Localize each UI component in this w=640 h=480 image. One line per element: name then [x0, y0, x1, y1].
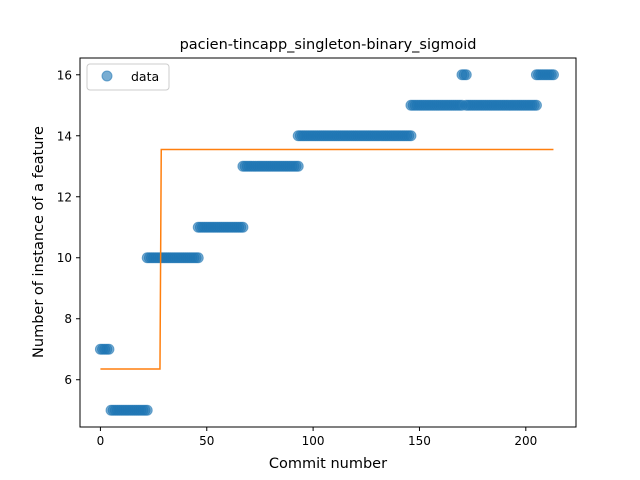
y-axis-label: Number of instance of a feature: [31, 126, 47, 358]
x-tick-label: 100: [302, 434, 325, 448]
legend: data: [86, 63, 170, 91]
y-axis: 6 8 10 12 14 16: [57, 68, 80, 387]
scatter-point: [103, 343, 115, 355]
legend-marker-data: [101, 70, 113, 82]
x-axis: 0 50 100 150 200: [97, 427, 537, 448]
scatter-point: [530, 99, 542, 111]
scatter-point: [292, 160, 304, 172]
scatter-point: [460, 69, 472, 81]
y-tick-label: 16: [57, 68, 72, 82]
x-tick-label: 0: [97, 434, 105, 448]
y-tick-label: 14: [57, 129, 72, 143]
x-tick-label: 150: [408, 434, 431, 448]
y-tick-label: 8: [64, 312, 72, 326]
scatter-point: [192, 252, 204, 264]
scatter-point: [547, 69, 559, 81]
scatter-point: [237, 221, 249, 233]
legend-box: [86, 63, 170, 91]
x-tick-label: 200: [514, 434, 537, 448]
plot-content: [94, 69, 559, 416]
x-axis-label: Commit number: [269, 456, 387, 472]
scatter-point: [141, 404, 153, 416]
scatter-point: [405, 130, 417, 142]
fit-line: [100, 148, 554, 370]
chart-title: pacien-tincapp_singleton-binary_sigmoid: [180, 37, 477, 53]
plot-frame: [79, 57, 577, 428]
y-tick-label: 10: [57, 251, 72, 265]
y-tick-label: 6: [64, 373, 72, 387]
legend-label-data: data: [131, 69, 159, 84]
x-tick-label: 50: [199, 434, 214, 448]
y-tick-label: 12: [57, 190, 72, 204]
